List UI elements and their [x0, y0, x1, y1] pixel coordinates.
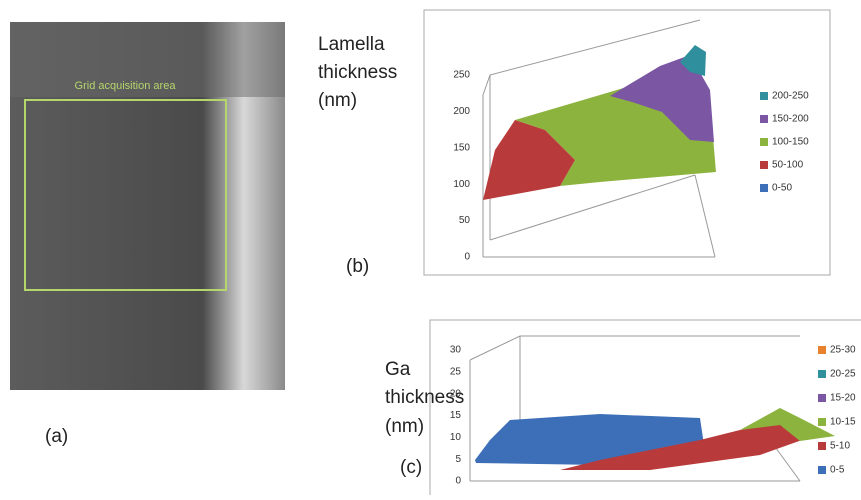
legend-label: 0-5	[830, 465, 845, 476]
legend-swatch	[818, 466, 826, 474]
y-tick-label: 15	[450, 410, 462, 421]
axis-title: Lamella	[318, 34, 385, 55]
y-tick-label: 250	[453, 70, 470, 81]
panel-label: (c)	[400, 457, 422, 478]
y-tick-label: 5	[455, 454, 461, 465]
legend-label: 50-100	[772, 160, 804, 171]
y-tick-label: 25	[450, 366, 462, 377]
axis-title: (nm)	[318, 90, 357, 111]
y-tick-label: 0	[455, 476, 461, 487]
legend-swatch	[818, 346, 826, 354]
y-tick-label: 200	[453, 106, 470, 117]
axis-title: Ga	[385, 359, 411, 380]
legend-swatch	[760, 138, 768, 146]
legend-swatch	[760, 92, 768, 100]
legend-label: 150-200	[772, 114, 809, 125]
legend-label: 200-250	[772, 91, 809, 102]
legend-swatch	[760, 115, 768, 123]
legend-swatch	[818, 418, 826, 426]
y-tick-label: 30	[450, 345, 462, 356]
y-tick-label: 150	[453, 142, 470, 153]
legend-swatch	[760, 161, 768, 169]
panel-label: (b)	[346, 256, 369, 277]
legend-swatch	[818, 394, 826, 402]
legend-swatch	[818, 370, 826, 378]
legend-label: 20-25	[830, 369, 856, 380]
legend-label: 25-30	[830, 345, 856, 356]
y-tick-label: 20	[450, 388, 462, 399]
y-tick-label: 10	[450, 432, 462, 443]
axis-title: (nm)	[385, 416, 424, 437]
legend-label: 0-50	[772, 183, 792, 194]
legend-swatch	[818, 442, 826, 450]
legend-swatch	[760, 184, 768, 192]
legend-label: 15-20	[830, 393, 856, 404]
annotation: Grid acquisition area	[75, 80, 177, 92]
y-tick-label: 50	[459, 215, 471, 226]
y-tick-label: 0	[464, 252, 470, 263]
axis-title: thickness	[318, 62, 397, 83]
legend-label: 100-150	[772, 137, 809, 148]
legend-label: 10-15	[830, 417, 856, 428]
y-tick-label: 100	[453, 179, 470, 190]
figure: Grid acquisition area (a) Lamella thickn…	[0, 0, 861, 495]
legend-label: 5-10	[830, 441, 850, 452]
panel-label: (a)	[45, 426, 68, 447]
